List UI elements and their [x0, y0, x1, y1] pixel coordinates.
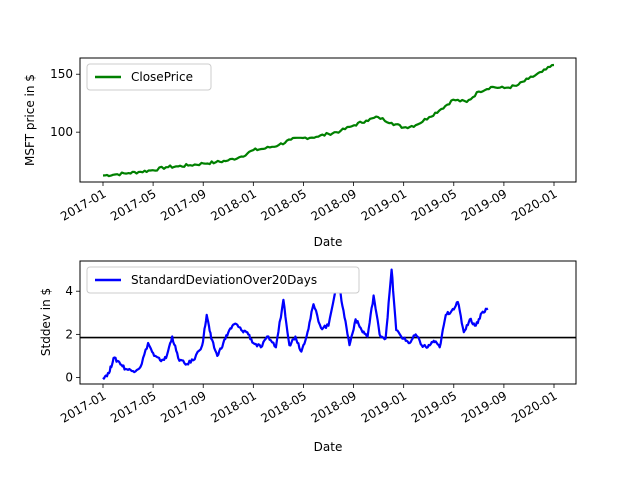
stddev-y-ticks: 0 2 4 — [65, 284, 80, 385]
y-tick-label: 2 — [65, 327, 73, 341]
price-axes-frame — [79, 57, 577, 183]
series-line-closeprice — [102, 63, 555, 178]
stddev-series-layer — [102, 268, 489, 380]
stddev-legend-box — [86, 266, 360, 294]
stddev-legend: StandardDeviationOver20Days — [86, 266, 360, 294]
price-legend-box — [86, 63, 212, 91]
stddev-x-axis-label: Date — [314, 440, 343, 454]
price-series-layer — [102, 63, 555, 178]
y-tick-label: 150 — [50, 67, 73, 81]
y-tick-label: 4 — [65, 284, 73, 298]
y-tick-label: 100 — [50, 125, 73, 139]
price-legend-label: ClosePrice — [131, 70, 193, 84]
y-tick-label: 0 — [65, 371, 73, 385]
stddev-axes-frame — [79, 260, 577, 385]
price-x-axis-label: Date — [314, 235, 343, 249]
price-legend: ClosePrice — [86, 63, 212, 91]
price-y-axis-label: MSFT price in $ — [23, 74, 37, 166]
price-y-ticks: 100 150 — [50, 67, 80, 139]
series-line-standarddeviationover20days — [102, 268, 489, 380]
stddev-legend-label: StandardDeviationOver20Days — [131, 273, 317, 287]
stddev-y-axis-label: Stddev in $ — [39, 288, 53, 356]
